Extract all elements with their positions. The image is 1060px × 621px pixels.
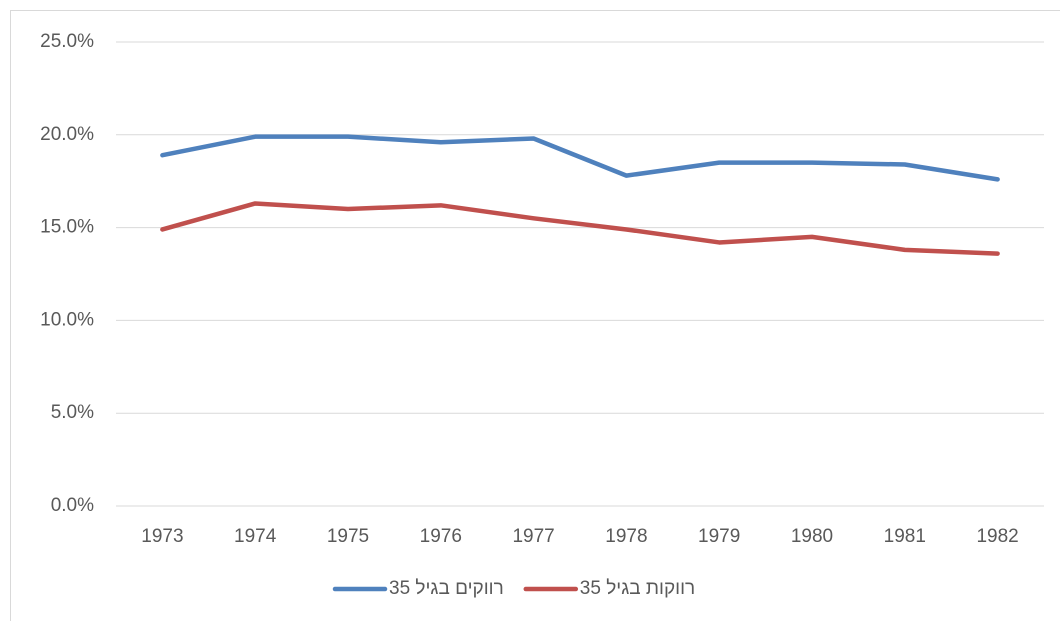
legend-label: רווקים בגיל 35 <box>389 578 504 599</box>
y-tick-label: 15.0% <box>40 217 94 238</box>
x-tick-label: 1979 <box>698 526 740 547</box>
series-line <box>160 134 1000 182</box>
x-tick-label: 1973 <box>141 526 183 547</box>
y-tick-label: 0.0% <box>51 495 94 516</box>
x-tick-label: 1981 <box>884 526 926 547</box>
series-line <box>160 201 1000 256</box>
x-tick-label: 1982 <box>976 526 1018 547</box>
chart-frame <box>10 10 1060 621</box>
y-tick-label: 20.0% <box>40 124 94 145</box>
y-tick-label: 25.0% <box>40 31 94 52</box>
x-tick-label: 1975 <box>327 526 369 547</box>
x-tick-label: 1974 <box>234 526 277 547</box>
x-tick-label: 1977 <box>512 526 554 547</box>
x-tick-label: 1978 <box>605 526 647 547</box>
x-tick-label: 1980 <box>791 526 833 547</box>
y-tick-label: 5.0% <box>51 402 94 423</box>
x-tick-label: 1976 <box>420 526 462 547</box>
y-tick-label: 10.0% <box>40 309 94 330</box>
legend-label: רווקות בגיל 35 <box>580 578 695 599</box>
